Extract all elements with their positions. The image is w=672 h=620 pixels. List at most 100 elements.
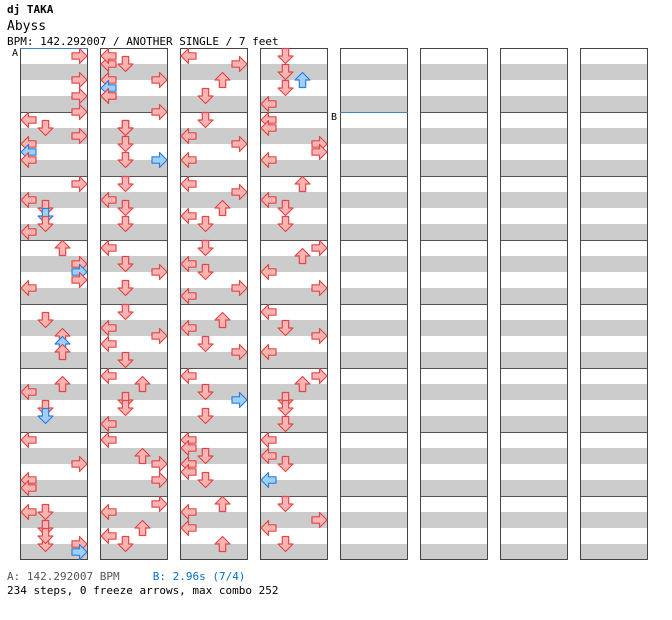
column-border (420, 48, 488, 560)
step-arrow-down-icon (277, 215, 294, 233)
beat-stripe (20, 352, 88, 368)
step-arrow-right-icon (151, 327, 168, 345)
step-arrow-down-icon (117, 399, 134, 417)
beat-stripe (580, 416, 648, 432)
step-arrow-right-icon (311, 143, 328, 161)
beat-stripe (180, 96, 248, 112)
beat-stripe (340, 320, 408, 336)
step-arrow-right-icon (71, 87, 88, 105)
chart-column (100, 48, 168, 560)
step-arrow-down-icon (117, 55, 134, 73)
step-arrow-left-icon (20, 479, 37, 497)
step-arrow-left-icon (20, 279, 37, 297)
beat-stripe (500, 384, 568, 400)
beat-stripe (340, 224, 408, 240)
step-arrow-down-icon (37, 527, 54, 545)
step-arrow-up-icon (294, 175, 311, 193)
beat-stripe (420, 160, 488, 176)
column-border (260, 48, 328, 560)
step-arrow-down-icon (37, 311, 54, 329)
step-arrow-down-icon (117, 279, 134, 297)
step-arrow-right-icon (71, 543, 88, 561)
step-arrow-left-icon (100, 191, 117, 209)
beat-stripe (420, 96, 488, 112)
beat-stripe (500, 192, 568, 208)
beat-stripe (500, 160, 568, 176)
beat-stripe (100, 96, 168, 112)
chart-column (340, 48, 408, 560)
bpm-legend: A: 142.292007 BPM B: 2.96s (7/4) (7, 570, 245, 583)
beat-stripe (20, 64, 88, 80)
beat-stripe (500, 64, 568, 80)
beat-stripe (420, 384, 488, 400)
step-arrow-down-icon (37, 119, 54, 137)
step-arrow-left-icon (260, 343, 277, 361)
step-arrow-left-icon (20, 503, 37, 521)
chart-stats: 234 steps, 0 freeze arrows, max combo 25… (7, 584, 279, 597)
beat-stripe (20, 288, 88, 304)
step-arrow-right-icon (231, 279, 248, 297)
beat-stripe (100, 224, 168, 240)
column-border (180, 48, 248, 560)
beat-stripe (340, 288, 408, 304)
beat-stripe (180, 224, 248, 240)
beat-stripe (100, 416, 168, 432)
beat-stripe (340, 256, 408, 272)
step-arrow-right-icon (231, 135, 248, 153)
step-arrow-left-icon (180, 127, 197, 145)
beat-stripe (580, 256, 648, 272)
beat-stripe (20, 128, 88, 144)
step-arrow-left-icon (260, 119, 277, 137)
chart-column (260, 48, 328, 560)
step-arrow-up-icon (54, 343, 71, 361)
step-chart (20, 47, 648, 561)
step-arrow-left-icon (20, 111, 37, 129)
step-arrow-left-icon (20, 191, 37, 209)
step-arrow-down-icon (117, 215, 134, 233)
beat-stripe (20, 160, 88, 176)
beat-stripe (500, 128, 568, 144)
step-arrow-down-icon (117, 535, 134, 553)
step-arrow-left-icon (100, 415, 117, 433)
step-arrow-up-icon (294, 375, 311, 393)
beat-stripe (580, 288, 648, 304)
step-arrow-right-icon (151, 151, 168, 169)
beat-stripe (420, 320, 488, 336)
beat-stripe (260, 160, 328, 176)
step-arrow-right-icon (311, 239, 328, 257)
beat-stripe (500, 416, 568, 432)
beat-stripe (500, 352, 568, 368)
difficulty-label: 7 feet (238, 35, 279, 48)
step-arrow-down-icon (37, 503, 54, 521)
step-arrow-down-icon (117, 255, 134, 273)
step-arrow-right-icon (71, 71, 88, 89)
step-arrow-right-icon (151, 103, 168, 121)
step-arrow-left-icon (260, 471, 277, 489)
beat-stripe (500, 480, 568, 496)
beat-stripe (340, 416, 408, 432)
column-border (500, 48, 568, 560)
step-arrow-down-icon (117, 175, 134, 193)
step-arrow-down-icon (197, 215, 214, 233)
step-arrow-up-icon (294, 71, 311, 89)
beat-stripe (340, 384, 408, 400)
beat-stripe (580, 448, 648, 464)
beat-stripe (180, 160, 248, 176)
bpm-legend-a: A: 142.292007 BPM (7, 570, 120, 583)
step-arrow-down-icon (197, 383, 214, 401)
bpm-value: 142.292007 (40, 35, 107, 48)
beat-stripe (20, 544, 88, 560)
bpm-legend-b: B: 2.96s (7/4) (152, 570, 246, 583)
step-arrow-down-icon (277, 319, 294, 337)
beat-stripe (260, 64, 328, 80)
step-arrow-left-icon (180, 319, 197, 337)
step-arrow-up-icon (134, 519, 151, 537)
beat-stripe (260, 96, 328, 112)
step-arrow-right-icon (231, 343, 248, 361)
step-arrow-right-icon (311, 511, 328, 529)
step-arrow-down-icon (197, 447, 214, 465)
step-arrow-down-icon (197, 239, 214, 257)
step-arrow-down-icon (277, 63, 294, 81)
chart-column (580, 48, 648, 560)
beat-stripe (500, 256, 568, 272)
